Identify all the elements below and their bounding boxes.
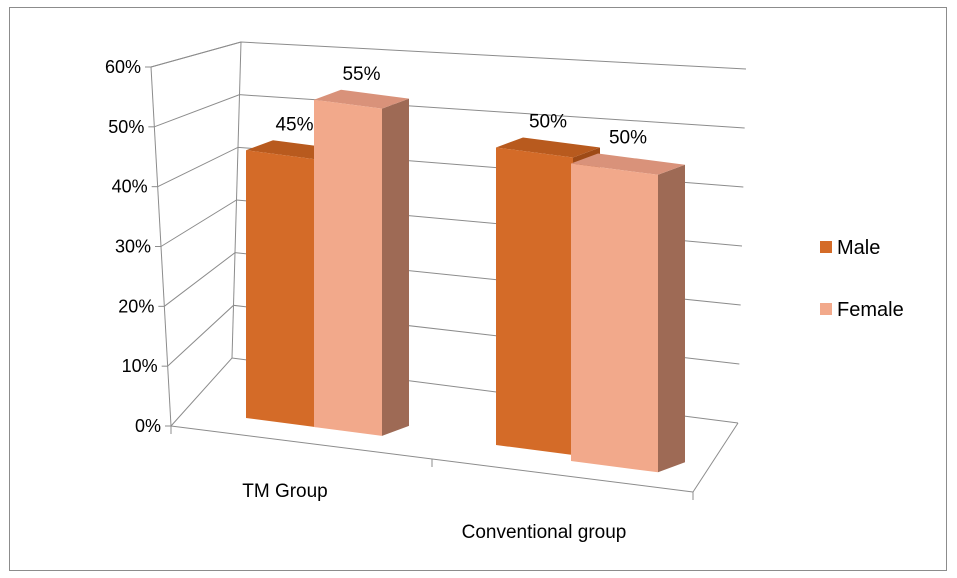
chart-labels: 0% 10% 20% 30% 40% 50% 60% TM Group Conventional…: [105, 57, 647, 543]
chart-bars: [246, 89, 685, 473]
chart-legend: Male Female: [820, 237, 904, 321]
chart-svg: 0% 10% 20% 30% 40% 50% 60% TM Group Conventional…: [105, 41, 904, 543]
legend-swatch-female: [820, 303, 832, 315]
gridline: [150, 41, 747, 70]
legend-label-female: Female: [837, 299, 904, 321]
y-tick-label: 40%: [112, 177, 148, 197]
bar-front-face: [571, 163, 658, 473]
bar-top-face: [571, 153, 685, 175]
legend-label-male: Male: [837, 237, 880, 259]
data-label: 50%: [609, 128, 647, 149]
chart-frame: 0% 10% 20% 30% 40% 50% 60% TM Group Conventional…: [9, 7, 947, 571]
bar-side-face: [658, 164, 685, 473]
data-label: 55%: [342, 64, 380, 85]
bar-top-face: [314, 89, 409, 109]
bar-side-face: [382, 98, 409, 436]
bar-front-face: [246, 150, 316, 428]
y-tick-label: 50%: [108, 117, 144, 137]
bar-front-face: [496, 147, 573, 456]
bar-female-0: [314, 89, 409, 436]
data-label: 45%: [275, 114, 313, 135]
y-axis-line: [150, 66, 172, 427]
y-tick-label: 10%: [122, 356, 158, 376]
bar-top-face: [496, 137, 600, 158]
gridline: [154, 94, 745, 129]
bar-front-face: [314, 99, 382, 436]
y-tick-label: 0%: [135, 416, 161, 436]
x-category-label: Conventional group: [462, 522, 627, 543]
floor-right-edge: [692, 422, 739, 493]
y-tick-label: 20%: [118, 296, 154, 316]
chart-gridlines: [145, 41, 747, 500]
y-tick-label: 60%: [105, 57, 141, 77]
y-tick-label: 30%: [115, 237, 151, 257]
data-label: 50%: [529, 112, 567, 133]
bar-female-1: [571, 153, 685, 473]
x-category-label: TM Group: [242, 481, 328, 502]
legend-swatch-male: [820, 241, 832, 253]
